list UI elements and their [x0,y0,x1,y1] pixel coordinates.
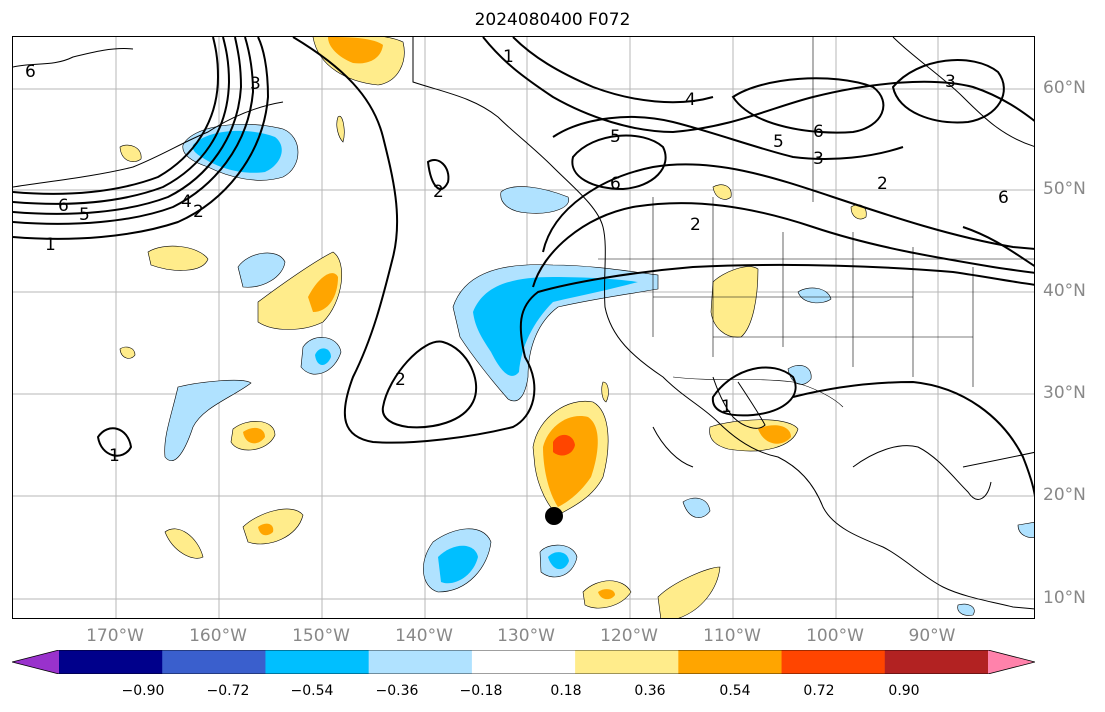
colorbar-tick: −0.18 [460,683,503,699]
lon-label: 130°W [497,626,555,646]
contour-label: 4 [685,90,696,110]
colorbar-extend-low [12,650,59,674]
colorbar-segment [265,650,369,674]
colorbar-tick: −0.90 [122,683,165,699]
contour-label: 5 [610,127,621,147]
colorbar [12,650,1035,674]
lon-label: 100°W [806,626,864,646]
lat-label: 10°N [1043,588,1086,608]
colorbar-extend-high [988,650,1035,674]
contour-label: 2 [690,215,701,235]
longitude-labels: 170°W 160°W 150°W 140°W 130°W 120°W 110°… [0,626,1105,648]
lat-label: 60°N [1043,78,1086,98]
contour-label: 1 [503,47,514,67]
colorbar-tick: 0.54 [719,683,750,699]
contour-label: 6 [998,188,1009,208]
map-title: 2024080400 F072 [0,10,1105,30]
colorbar-segment [472,650,576,674]
contour-label: 6 [610,174,621,194]
contour-label: 3 [945,72,956,92]
colorbar-segment [59,650,163,674]
colorbar-segment [575,650,679,674]
colorbar-segment [369,650,473,674]
colorbar-tick: −0.72 [207,683,250,699]
contour-label: 2 [193,202,204,222]
lon-label: 120°W [600,626,658,646]
colorbar-tick: 0.90 [888,683,919,699]
storm-position-dot [545,507,563,525]
contour-label: 6 [25,62,36,82]
lon-label: 90°W [909,626,956,646]
lat-label: 40°N [1043,281,1086,301]
map-canvas: 6 6 5 4 2 1 3 2 2 1 5 6 4 5 6 3 3 2 6 2 … [13,37,1035,619]
colorbar-segment [782,650,886,674]
contour-label: 3 [813,149,824,169]
lon-label: 150°W [292,626,350,646]
lon-label: 110°W [703,626,761,646]
contour-label: 1 [721,397,732,417]
contour-label: 6 [813,122,824,142]
colorbar-segment [678,650,782,674]
contour-label: 2 [395,370,406,390]
contour-label: 5 [79,205,90,225]
contour-label: 1 [109,446,120,466]
contour-label: 2 [433,182,444,202]
map-panel: 6 6 5 4 2 1 3 2 2 1 5 6 4 5 6 3 3 2 6 2 … [12,36,1035,619]
contour-label: 3 [250,74,261,94]
political-borders [598,37,1035,407]
lat-label: 30°N [1043,383,1086,403]
colorbar-tick: 0.36 [634,683,665,699]
contour-label: 1 [45,235,56,255]
lon-label: 140°W [395,626,453,646]
lat-label: 20°N [1043,485,1086,505]
contour-label: 6 [58,196,69,216]
contour-label: 2 [877,174,888,194]
colorbar-segment [885,650,989,674]
colorbar-segment [162,650,266,674]
colorbar-tick: 0.72 [803,683,834,699]
lat-label: 50°N [1043,179,1086,199]
contour-label: 4 [181,192,192,212]
lon-label: 170°W [86,626,144,646]
colorbar-tick: −0.54 [291,683,334,699]
lon-label: 160°W [189,626,247,646]
contour-label: 5 [773,132,784,152]
colorbar-tick: 0.18 [550,683,581,699]
colorbar-tick: −0.36 [376,683,419,699]
